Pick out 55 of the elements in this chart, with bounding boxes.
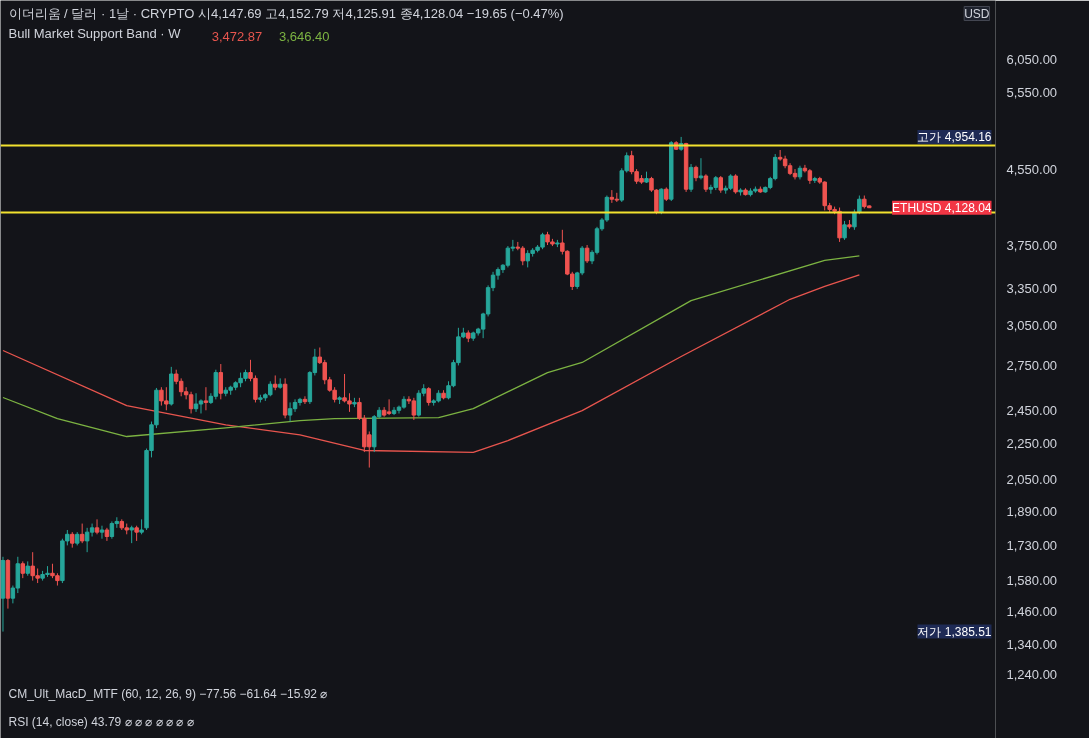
candlestick [584,244,590,264]
y-tick-label: 2,050.00 [1006,471,1058,487]
candlestick [411,397,417,421]
candlestick [292,398,298,413]
candlestick [79,523,85,544]
y-tick-label: 3,750.00 [1006,237,1058,253]
chart-title: 이더리움 / 달러 · 1날 · CRYPTO 시4,147.69 고4,152.79 저4,125.91 종4,128.04 −19.65 (−0.47%) [8,5,564,21]
annotation: ETHUSD 4,128.04 [892,200,992,215]
y-tick-label: 1,890.00 [1006,503,1058,519]
candlestick [287,401,293,423]
y-tick-label: 2,750.00 [1006,357,1058,373]
candlestick [505,245,511,268]
text: Bull Market Support Band · W [8,25,182,41]
candlestick [297,397,303,407]
candlestick [218,363,224,400]
annotation: CM_Ult_MacD_MTF (60, 12, 26, 9) −77.56 −61.64 −15.92 ⌀ [8,686,328,701]
candlestick [852,208,857,231]
candlestick [857,195,862,215]
candlestick [213,369,219,400]
y-tick-label: 1,240.00 [1006,667,1058,683]
candlestick [416,389,422,418]
candlestick [688,163,694,193]
candlestick [842,220,847,241]
candlestick [89,523,95,538]
annotation: 저가 1,385.51 [917,624,992,639]
y-tick-label: 1,340.00 [1006,637,1058,653]
candlestick [659,187,664,215]
candlestick [426,386,431,407]
candlestick [198,398,204,414]
candlestick [84,527,90,553]
y-tick-label: 1,460.00 [1006,603,1058,619]
y-tick-label: 3,050.00 [1006,317,1058,333]
candlestick [698,157,704,180]
annotation: RSI (14, close) 43.79 ⌀ ⌀ ⌀ ⌀ ⌀ ⌀ ⌀ [8,714,194,729]
y-tick-label: 2,250.00 [1006,435,1058,451]
y-tick-label: 2,450.00 [1006,402,1058,418]
text: 3,472.87 [211,28,263,44]
y-tick-label: 1,580.00 [1006,573,1058,589]
candlestick [99,525,105,540]
line-series [2,255,861,438]
annotation: USD [964,6,990,21]
candlestick [94,518,100,535]
y-tick-label: 4,550.00 [1006,162,1058,178]
annotation: 고가 4,954.16 [917,129,992,144]
candlestick [733,173,738,195]
candlestick [188,391,194,414]
y-tick-label: 6,050.00 [1006,51,1058,67]
candlestick [609,189,615,204]
y-tick-label: 5,550.00 [1006,85,1058,101]
candlestick [386,398,392,416]
text: 3,646.40 [278,28,330,44]
candlestick [203,386,209,411]
y-tick-label: 1,730.00 [1006,537,1058,553]
y-tick-label: 3,350.00 [1006,281,1058,297]
candlestick [193,392,199,413]
